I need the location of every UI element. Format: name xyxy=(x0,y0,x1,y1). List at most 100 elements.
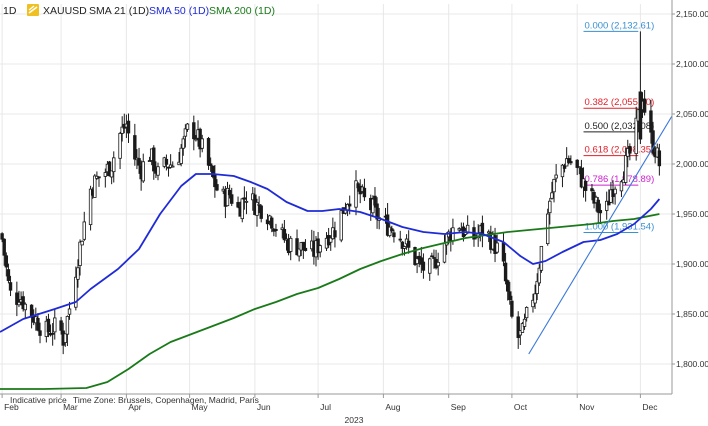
candle-up xyxy=(88,188,93,226)
candle-up xyxy=(23,303,27,311)
x-tick-label: Apr xyxy=(128,402,141,412)
candle-down xyxy=(400,241,405,249)
candle-down xyxy=(398,238,402,241)
candle-up xyxy=(244,200,249,203)
candle-down xyxy=(2,238,6,256)
candle-up xyxy=(181,138,185,149)
sma21-legend[interactable]: SMA 21 (1D) xyxy=(89,5,149,17)
candle-down xyxy=(575,159,579,168)
timezone-label[interactable]: Time Zone: Brussels, Copenhagen, Madrid,… xyxy=(73,395,259,405)
candle-down xyxy=(242,197,247,200)
candle-down xyxy=(46,318,51,333)
candle-up xyxy=(78,241,82,266)
candle-up xyxy=(185,123,190,130)
candle-up xyxy=(257,203,261,206)
candlesticks xyxy=(0,31,662,355)
candle-up xyxy=(560,164,565,178)
candle-down xyxy=(421,261,426,271)
candle-down xyxy=(236,202,240,208)
timeframe-label[interactable]: 1D xyxy=(3,5,17,17)
candle-up xyxy=(613,188,617,195)
year-label: 2023 xyxy=(345,415,364,425)
symbol-label[interactable]: XAUUSD xyxy=(43,5,87,17)
candle-up xyxy=(171,165,175,168)
candle-down xyxy=(657,150,662,167)
candle-down xyxy=(50,332,55,335)
candle-up xyxy=(442,242,447,263)
candle-up xyxy=(141,161,145,182)
candle-up xyxy=(156,166,160,176)
candle-down xyxy=(206,138,211,166)
candle-down xyxy=(390,228,394,232)
candle-down xyxy=(373,195,377,206)
candle-down xyxy=(649,110,653,133)
x-tick-label: Dec xyxy=(642,402,658,412)
fib-level-label: 0.618 (2,008.35) xyxy=(585,145,655,156)
candle-down xyxy=(107,161,112,177)
candle-up xyxy=(554,174,558,179)
candle-up xyxy=(112,157,116,173)
x-tick-label: Mar xyxy=(63,402,78,412)
grid-lines xyxy=(0,4,672,394)
candle-up xyxy=(93,175,97,198)
candle-down xyxy=(282,228,287,241)
candle-up xyxy=(318,245,322,253)
candle-up xyxy=(225,187,230,207)
fib-level-label: 0.500 (2,032.08) xyxy=(585,121,655,132)
candle-down xyxy=(598,210,603,214)
candle-up xyxy=(402,246,407,249)
candle-up xyxy=(289,237,293,252)
candle-down xyxy=(97,176,101,179)
candle-down xyxy=(274,228,278,232)
candle-up xyxy=(179,147,183,164)
candle-down xyxy=(596,199,600,213)
candle-up xyxy=(520,323,525,333)
candle-up xyxy=(109,170,114,178)
fib-level-label: 1.000 (1,931.54) xyxy=(585,221,655,232)
candle-down xyxy=(406,240,411,248)
candle-down xyxy=(15,292,19,305)
candle-down xyxy=(265,219,270,225)
indicative-price-label: Indicative price xyxy=(10,395,67,405)
candle-up xyxy=(74,276,78,308)
x-tick-label: Feb xyxy=(4,402,19,412)
candle-down xyxy=(211,165,215,177)
candle-down xyxy=(21,296,25,310)
candle-down xyxy=(126,120,131,134)
x-tick-label: Jul xyxy=(320,402,331,412)
candle-down xyxy=(8,282,13,291)
candle-up xyxy=(67,308,72,315)
x-tick-label: May xyxy=(192,402,209,412)
candle-up xyxy=(436,261,440,267)
candle-up xyxy=(118,132,122,159)
candle-down xyxy=(583,180,588,191)
candle-up xyxy=(354,180,358,208)
y-tick-label: 2,000.00 xyxy=(676,159,708,169)
candle-up xyxy=(623,155,628,183)
candle-down xyxy=(295,238,299,256)
candle-down xyxy=(38,330,42,336)
candle-down xyxy=(503,262,508,282)
candle-down xyxy=(628,146,632,154)
sma50-legend[interactable]: SMA 50 (1D) xyxy=(149,5,209,17)
sma50-line xyxy=(0,173,661,333)
candle-down xyxy=(303,247,308,251)
sma200-legend[interactable]: SMA 200 (1D) xyxy=(209,5,275,17)
candle-up xyxy=(53,317,57,333)
candle-up xyxy=(80,240,84,246)
x-tick-label: Jun xyxy=(257,402,271,412)
candle-down xyxy=(192,122,196,140)
candle-down xyxy=(375,203,379,220)
x-tick-label: Sep xyxy=(451,402,466,412)
candle-down xyxy=(579,167,584,188)
candle-down xyxy=(133,135,137,160)
candle-down xyxy=(4,255,9,268)
candle-up xyxy=(634,117,638,155)
candle-down xyxy=(567,158,571,163)
candle-up xyxy=(550,192,554,199)
chart-header: 1D XAUUSD SMA 21 (1D) SMA 50 (1D) SMA 20… xyxy=(3,4,275,17)
candle-up xyxy=(65,316,70,335)
candle-up xyxy=(533,293,537,304)
